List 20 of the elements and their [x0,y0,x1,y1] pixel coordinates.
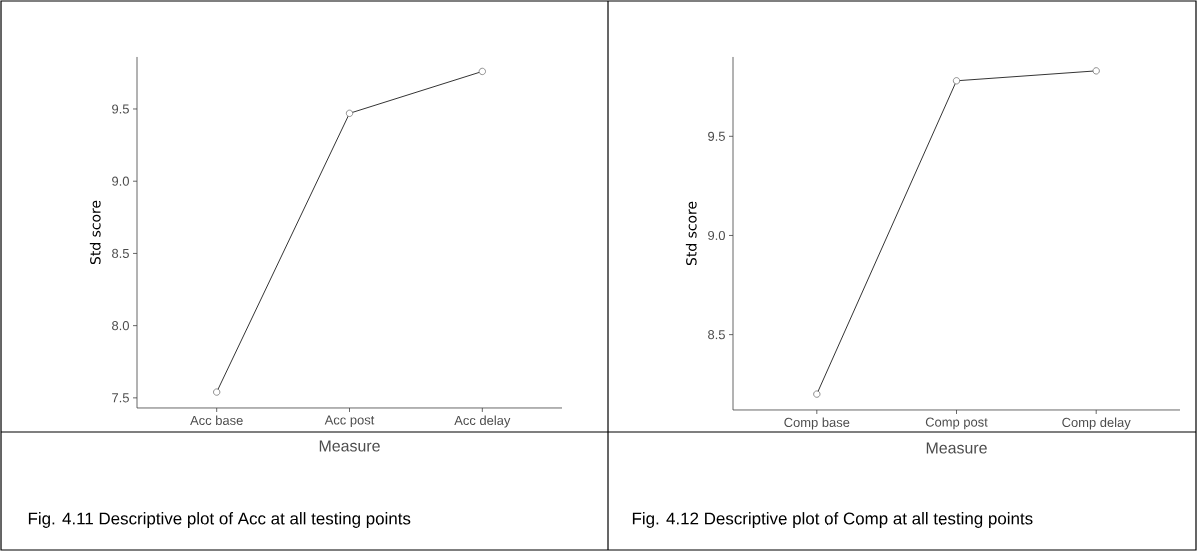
x-axis-title: Measure [926,442,987,454]
y-axis-title: Std score [89,200,101,265]
y-tick-label: 8.5 [708,330,725,340]
x-tick-label: Comp delay [1062,417,1131,430]
x-tick-label: Acc delay [454,415,511,428]
y-tick-label: 9.5 [112,104,129,114]
x-tick-label: Acc post [324,415,375,428]
y-tick-label: 7.5 [112,393,129,403]
x-tick-label: Comp base [784,417,850,430]
y-tick-label: 9.5 [708,131,725,141]
x-tick-label: Comp post [925,417,988,430]
y-tick-label: 9.0 [708,230,725,241]
caption: Fig. 4.11 Descriptive plot of Acc at all testing points [28,512,411,528]
y-tick-label: 9.0 [112,176,129,186]
y-axis-title: Std score [685,201,697,266]
y-tick-label: 8.0 [112,321,129,331]
x-axis-title: Measure [319,440,380,452]
caption: Fig. 4.12 Descriptive plot of Comp at all testing points [632,512,1033,528]
x-tick-label: Acc base [190,415,243,426]
y-tick-label: 8.5 [112,248,129,259]
